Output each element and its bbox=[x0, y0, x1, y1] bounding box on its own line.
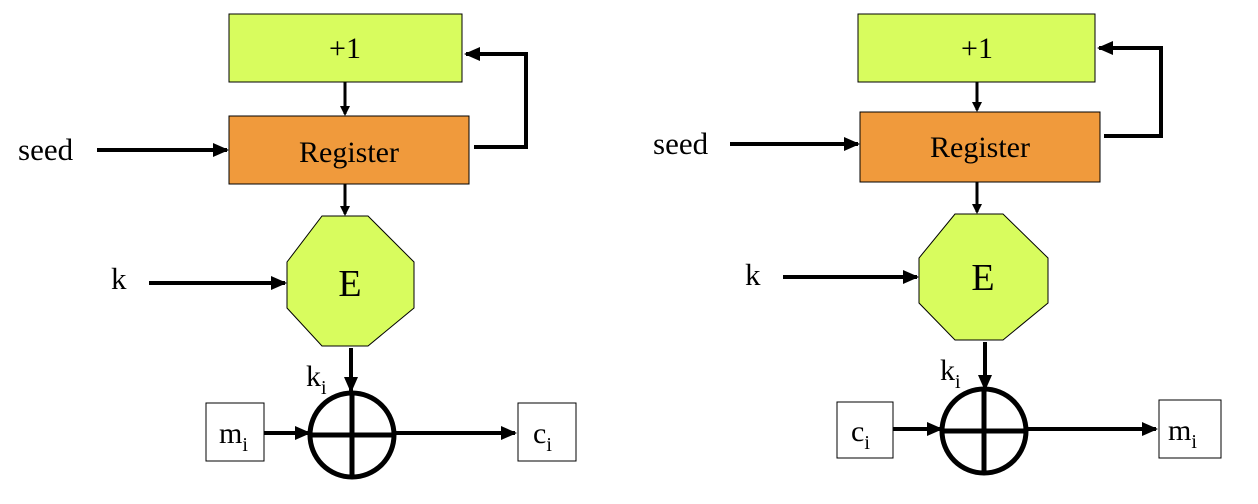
cipher-label: E bbox=[971, 257, 994, 299]
encrypt-diagram: +1 Register seed E k ki mi bbox=[18, 13, 577, 480]
keystream-label: ki bbox=[940, 354, 961, 393]
output-label: mi bbox=[1168, 414, 1197, 453]
increment-box bbox=[228, 13, 463, 83]
increment-label: +1 bbox=[961, 32, 993, 65]
xor-circle-plus-icon bbox=[307, 390, 397, 480]
output-box bbox=[1158, 399, 1222, 459]
register-label: Register bbox=[930, 131, 1030, 164]
register-box bbox=[228, 115, 470, 185]
output-box bbox=[517, 402, 577, 462]
output-label: ci bbox=[533, 417, 552, 456]
cipher-octagon bbox=[286, 215, 415, 347]
feedback-arrow bbox=[1097, 41, 1163, 138]
key-label: k bbox=[745, 257, 761, 292]
seed-label: seed bbox=[653, 126, 709, 161]
register-label: Register bbox=[299, 136, 399, 169]
keystream-label: ki bbox=[306, 360, 327, 399]
cipher-octagon bbox=[918, 213, 1049, 341]
seed-label: seed bbox=[18, 132, 74, 167]
increment-label: +1 bbox=[329, 32, 361, 65]
cipher-label: E bbox=[338, 263, 361, 305]
input-label: ci bbox=[851, 415, 870, 454]
xor-circle-plus-icon bbox=[939, 386, 1029, 476]
input-label: mi bbox=[219, 417, 248, 456]
feedback-arrow bbox=[464, 47, 528, 149]
register-box bbox=[859, 111, 1101, 183]
decrypt-diagram: +1 Register seed E k ki ci mi bbox=[653, 13, 1222, 476]
increment-box bbox=[857, 13, 1096, 83]
key-label: k bbox=[111, 261, 127, 296]
